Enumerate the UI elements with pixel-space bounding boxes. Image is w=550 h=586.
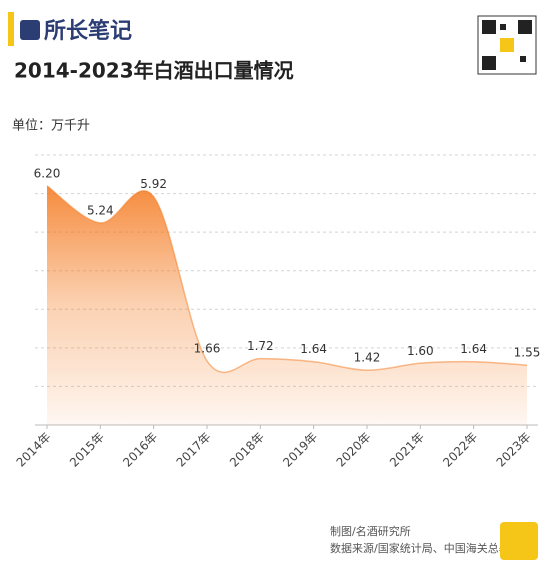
x-tick-label: 2014年	[14, 430, 54, 470]
x-tick-label: 2017年	[174, 430, 214, 470]
data-label: 1.64	[300, 342, 327, 356]
chart-title: 2014-2023年白酒出口量情况	[14, 59, 294, 83]
brand: 所长笔记	[44, 18, 132, 44]
footer-logo	[500, 522, 538, 560]
data-label: 5.92	[140, 177, 167, 191]
data-label: 1.66	[194, 341, 221, 355]
data-label: 1.42	[354, 351, 381, 365]
source: 数据来源/国家统计局、中国海关总署	[330, 541, 510, 555]
x-tick-label: 2015年	[67, 430, 107, 470]
x-tick-label: 2018年	[227, 430, 267, 470]
credit: 制图/名酒研究所	[330, 524, 411, 538]
logo-icon	[20, 20, 40, 40]
data-label: 1.60	[407, 344, 434, 358]
x-tick-label: 2021年	[387, 430, 427, 470]
x-tick-label: 2023年	[494, 430, 534, 470]
data-label: 6.20	[34, 166, 61, 180]
data-label: 1.72	[247, 339, 274, 353]
area	[47, 185, 527, 425]
data-label: 1.55	[514, 346, 541, 360]
data-label: 5.24	[87, 203, 114, 217]
y-axis-label: 单位：万千升	[12, 119, 90, 134]
x-tick-label: 2016年	[120, 430, 160, 470]
line	[46, 185, 528, 374]
data-label: 1.64	[460, 342, 487, 356]
x-tick-label: 2022年	[440, 430, 480, 470]
x-tick-label: 2019年	[280, 430, 320, 470]
qr-code	[477, 15, 537, 75]
accent-bar	[8, 12, 14, 46]
x-tick-label: 2020年	[334, 430, 374, 470]
